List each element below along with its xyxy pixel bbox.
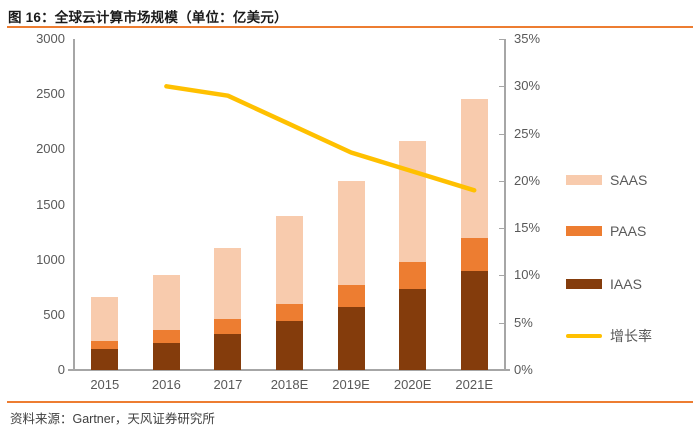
bar-segment-saas-2021E [460,98,488,238]
left-axis-line [73,39,75,370]
left-axis-label-3000: 3000 [36,31,65,46]
bar-2019E [337,39,365,370]
bar-segment-paas-2020E [399,261,427,290]
bar-2021E [460,39,488,370]
footer-rule [7,401,693,403]
growth-rate-line [164,84,477,193]
bar-segment-iaas-2019E [337,306,365,370]
right-axis-label-15%: 15% [514,220,541,236]
figure-title: 图 16：全球云计算市场规模（单位：亿美元） [8,10,288,25]
left-axis-label-500: 500 [43,306,65,322]
right-axis-tick [499,275,505,277]
x-axis-label-2016: 2016 [151,377,181,392]
saas-swatch-icon [566,175,602,185]
right-axis-tick [499,180,505,182]
left-axis-label-2000: 2000 [36,141,65,157]
bar-segment-saas-2015 [91,297,119,342]
right-axis-tick [499,228,505,230]
legend-label-paas: PAAS [610,223,647,239]
right-axis-label-30%: 30% [514,78,541,94]
bar-segment-iaas-2016 [152,342,180,370]
bar-segment-saas-2016 [152,274,180,331]
bar-segment-saas-2017 [214,248,242,320]
bar-segment-iaas-2018E [276,321,303,370]
x-axis-label-2018E: 2018E [270,377,309,392]
bar-segment-paas-2015 [91,341,119,350]
legend-item-saas: SAAS [566,170,647,190]
iaas-swatch-icon [566,279,602,289]
bar-segment-paas-2016 [152,330,180,343]
legend-item-paas: PAAS [566,221,646,241]
right-axis-label-0%: 0% [514,362,533,377]
x-axis-line [68,369,510,371]
plot-area [68,39,510,371]
right-axis-label-25%: 25% [514,125,541,141]
bar-2018E [276,39,303,370]
right-axis-tick [499,133,505,135]
x-axis-label-2017: 2017 [213,377,243,392]
legend-label-iaas: IAAS [610,276,642,292]
left-axis-label-1000: 1000 [36,251,65,267]
right-axis-label-35%: 35% [514,31,541,46]
right-axis-tick [499,369,505,370]
bar-segment-iaas-2015 [91,349,119,370]
legend-label-saas: SAAS [610,172,648,188]
right-axis-tick [499,322,505,324]
bar-segment-saas-2018E [276,215,303,304]
bar-segment-iaas-2020E [399,289,427,370]
x-axis-label-2019E: 2019E [332,377,370,392]
x-axis-label-2015: 2015 [90,377,120,392]
right-axis-tick [499,86,505,88]
right-axis-tick [499,39,505,40]
right-axis-label-10%: 10% [514,267,541,283]
source-note: 资料来源：Gartner，天风证券研究所 [10,412,215,426]
legend-item-growth-rate: 增长率 [566,326,652,346]
bar-2015 [91,39,119,370]
paas-swatch-icon [566,226,602,236]
left-axis-label-0: 0 [57,362,65,377]
legend-label-growth-rate: 增长率 [610,328,652,344]
bar-2016 [152,39,180,370]
bar-2020E [399,39,427,370]
left-axis-label-1500: 1500 [36,196,65,212]
bar-segment-iaas-2017 [214,333,242,370]
x-axis-label-2020E: 2020E [393,377,432,392]
right-axis-label-20%: 20% [514,172,541,188]
legend-item-iaas: IAAS [566,274,642,294]
right-axis-label-5%: 5% [514,314,533,330]
title-underline-rule [7,26,693,28]
bar-segment-paas-2021E [460,237,488,271]
growth-rate-line-icon [566,334,602,338]
right-axis-line [504,39,506,370]
left-axis-label-2500: 2500 [36,86,65,102]
bar-segment-saas-2020E [399,141,427,262]
bar-segment-paas-2017 [214,319,242,334]
bar-segment-paas-2019E [337,285,365,307]
bar-segment-iaas-2021E [460,270,488,370]
bar-2017 [214,39,242,370]
bar-segment-saas-2019E [337,181,365,286]
bar-segment-paas-2018E [276,303,303,322]
x-axis-label-2021E: 2021E [455,377,493,392]
